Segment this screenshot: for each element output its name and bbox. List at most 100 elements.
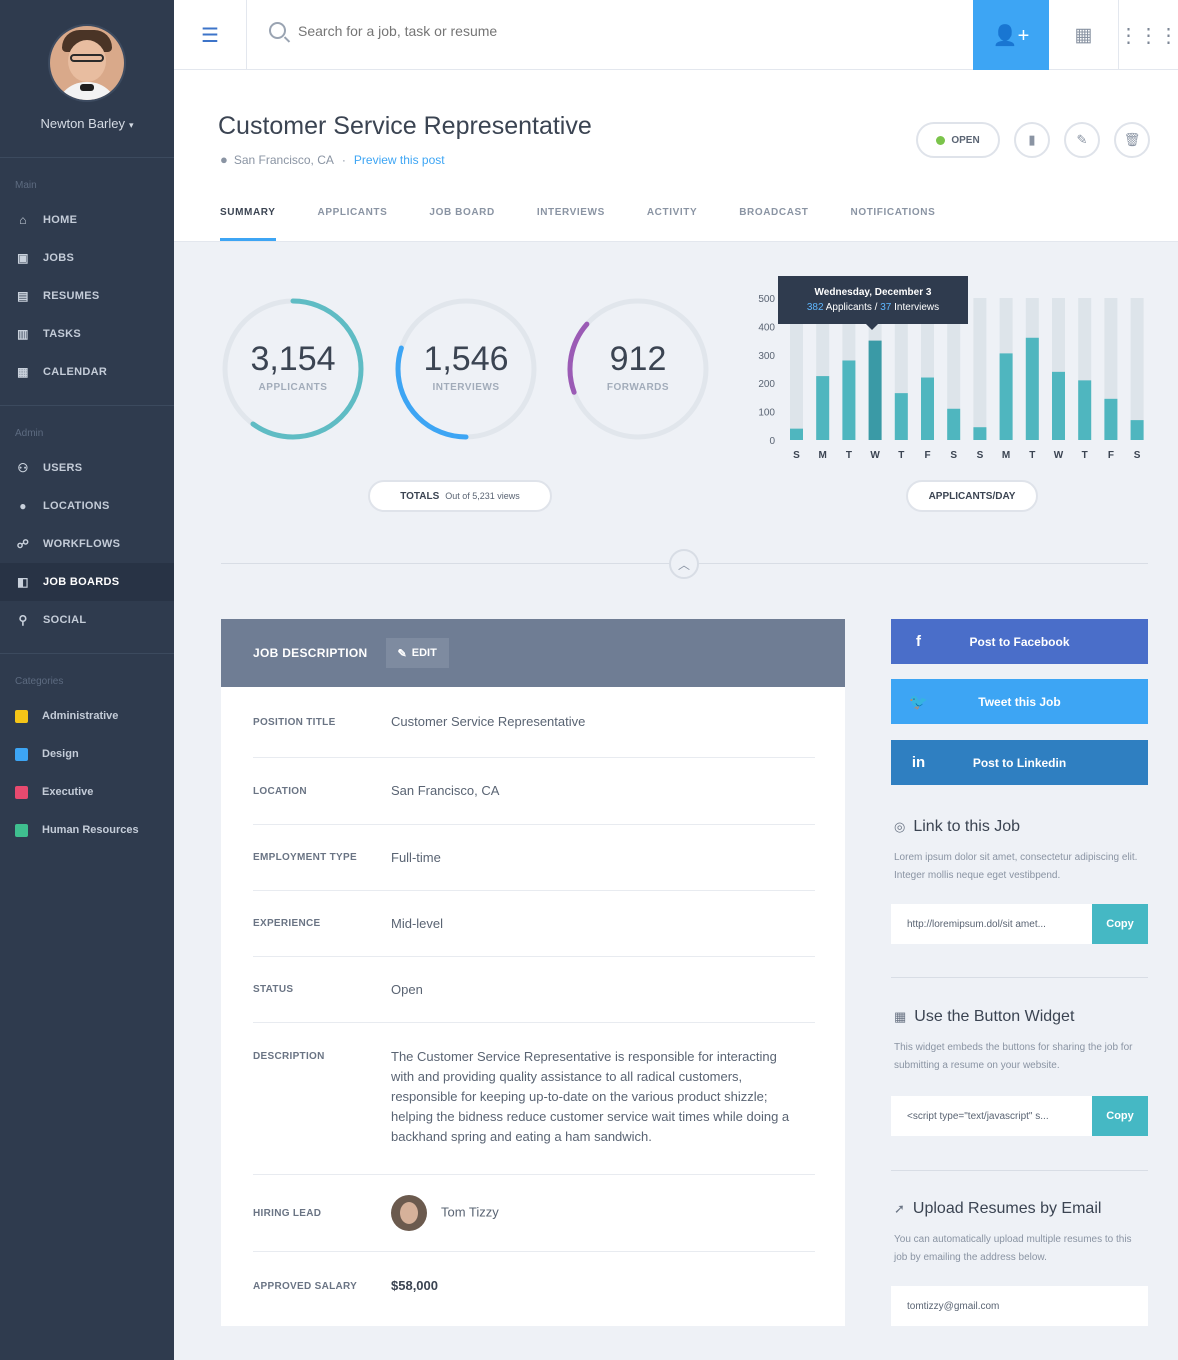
category-administrative[interactable]: Administrative <box>0 697 174 735</box>
category-human-resources[interactable]: Human Resources <box>0 811 174 849</box>
bar[interactable] <box>999 353 1013 440</box>
job-actions: OPEN ▮ ✎ 🗑 <box>916 122 1150 158</box>
preview-post-link[interactable]: Preview this post <box>353 152 445 167</box>
search-input[interactable] <box>298 22 798 39</box>
sidebar-item-social[interactable]: ⚲ SOCIAL <box>0 601 174 639</box>
post-to-facebook-button[interactable]: f Post to Facebook <box>891 619 1148 664</box>
embed-code-value[interactable]: <script type="text/javascript" s... <box>907 1110 1049 1122</box>
sidebar-item-calendar[interactable]: ▦ CALENDAR <box>0 353 174 391</box>
bar[interactable] <box>1025 337 1039 440</box>
bar[interactable] <box>1078 380 1092 440</box>
bookmark-button[interactable]: ▮ <box>1014 122 1050 158</box>
table-row: EMPLOYMENT TYPE Full-time <box>253 825 815 891</box>
menu-toggle-icon[interactable]: ☰ <box>174 0 247 70</box>
table-row: APPROVED SALARY $58,000 <box>253 1252 815 1320</box>
hiring-lead-avatar[interactable] <box>391 1195 427 1231</box>
users-icon: ⚇ <box>17 461 29 475</box>
row-key: APPROVED SALARY <box>253 1280 358 1292</box>
sidebar-item-tasks[interactable]: ▥ TASKS <box>0 315 174 353</box>
briefcase-icon: ▣ <box>17 251 29 265</box>
copy-link-button[interactable]: Copy <box>1092 904 1148 944</box>
grid-icon: ⋮⋮⋮ <box>1118 24 1178 47</box>
location-pin-icon: ● <box>19 499 27 513</box>
applicants-label: APPLICANTS <box>258 382 328 393</box>
bar[interactable] <box>816 376 830 440</box>
category-label: Executive <box>42 786 94 798</box>
section-title-categories: Categories <box>15 676 64 687</box>
row-value: San Francisco, CA <box>391 783 500 798</box>
button-widget-title-text: Use the Button Widget <box>914 1008 1075 1025</box>
bar[interactable] <box>868 340 882 440</box>
sidebar-item-job-boards[interactable]: ◧ JOB BOARDS <box>0 563 174 601</box>
bar[interactable] <box>1130 420 1144 440</box>
tab-broadcast[interactable]: BROADCAST <box>739 207 809 218</box>
chevron-up-icon: ︿ <box>677 557 690 572</box>
x-tick-label: T <box>1029 450 1035 461</box>
sidebar-item-resumes[interactable]: ▤ RESUMES <box>0 277 174 315</box>
sidebar-item-home[interactable]: ⌂ HOME <box>0 201 174 239</box>
linkedin-label: Post to Linkedin <box>972 755 1067 770</box>
applicants-per-day-chart: 500 400 300 200 100 0 S M T W T F S S M T W T F S <box>758 294 1144 461</box>
bar[interactable] <box>947 408 961 440</box>
tweet-job-button[interactable]: 🐦 Tweet this Job <box>891 679 1148 724</box>
sitemap-icon: ☍ <box>16 537 30 551</box>
status-badge[interactable]: OPEN <box>916 122 1000 158</box>
category-swatch <box>15 785 28 799</box>
bar[interactable] <box>894 393 908 440</box>
row-key: LOCATION <box>253 785 307 797</box>
tab-notifications[interactable]: NOTIFICATIONS <box>850 207 936 218</box>
category-executive[interactable]: Executive <box>0 773 174 811</box>
copy-embed-button[interactable]: Copy <box>1092 1096 1148 1136</box>
delete-button[interactable]: 🗑 <box>1114 122 1150 158</box>
row-value: Customer Service Representative <box>391 714 586 729</box>
category-design[interactable]: Design <box>0 735 174 773</box>
facebook-icon: f <box>916 633 921 650</box>
twitter-label: Tweet this Job <box>978 694 1061 709</box>
link-value[interactable]: http://loremipsum.dol/sit amet... <box>907 918 1046 930</box>
tab-activity[interactable]: ACTIVITY <box>646 207 698 218</box>
x-tick-label: M <box>1002 450 1010 461</box>
email-value[interactable]: tomtizzy@gmail.com <box>907 1300 1000 1312</box>
bar[interactable] <box>842 360 856 440</box>
calendar-icon: ▦ <box>1074 24 1093 46</box>
sidebar-item-label: SOCIAL <box>43 614 87 626</box>
tab-interviews[interactable]: INTERVIEWS <box>536 207 605 218</box>
sidebar-item-locations[interactable]: ● LOCATIONS <box>0 487 174 525</box>
bar[interactable] <box>973 427 987 440</box>
post-to-linkedin-button[interactable]: in Post to Linkedin <box>891 740 1148 785</box>
calendar-icon: ▦ <box>17 365 29 379</box>
bar[interactable] <box>1052 371 1065 440</box>
tab-job-board[interactable]: JOB BOARD <box>429 207 495 218</box>
sidebar-item-workflows[interactable]: ☍ WORKFLOWS <box>0 525 174 563</box>
clipboard-icon: ▥ <box>17 327 29 341</box>
chevron-down-icon: ▾ <box>129 120 134 130</box>
apps-grid-button[interactable]: ⋮⋮⋮ <box>1119 0 1178 70</box>
collapse-button[interactable]: ︿ <box>669 549 699 579</box>
job-description-header: JOB DESCRIPTION ✎ EDIT <box>221 619 845 687</box>
edit-button[interactable]: ✎ <box>1064 122 1100 158</box>
category-swatch <box>15 823 28 837</box>
sidebar-item-jobs[interactable]: ▣ JOBS <box>0 239 174 277</box>
sidebar-item-users[interactable]: ⚇ USERS <box>0 449 174 487</box>
tab-bar: SUMMARY APPLICANTS JOB BOARD INTERVIEWS … <box>220 207 977 241</box>
bar[interactable] <box>790 428 803 440</box>
x-tick-label: F <box>1108 450 1114 461</box>
facebook-label: Post to Facebook <box>969 634 1070 649</box>
tab-applicants[interactable]: APPLICANTS <box>317 207 388 218</box>
calendar-button[interactable]: ▦ <box>1049 0 1119 70</box>
pencil-icon: ✎ <box>397 647 407 660</box>
twitter-icon: 🐦 <box>909 693 928 711</box>
sidebar-item-label: CALENDAR <box>43 366 108 378</box>
job-description-title: JOB DESCRIPTION <box>253 646 368 660</box>
tab-summary[interactable]: SUMMARY <box>220 207 276 241</box>
add-user-button[interactable]: 👤+ <box>973 0 1049 70</box>
admin-nav-section: Admin ⚇ USERS ● LOCATIONS ☍ WORKFLOWS ◧ JOB … <box>0 406 174 654</box>
edit-description-button[interactable]: ✎ EDIT <box>385 638 449 668</box>
bar[interactable] <box>1104 398 1118 440</box>
sidebar-item-label: JOB BOARDS <box>43 576 120 588</box>
table-row: LOCATION San Francisco, CA <box>253 758 815 825</box>
user-menu[interactable]: Newton Barley ▾ <box>0 116 174 131</box>
user-avatar[interactable] <box>50 26 124 100</box>
totals-sub: Out of 5,231 views <box>445 491 520 501</box>
bar[interactable] <box>921 377 934 440</box>
